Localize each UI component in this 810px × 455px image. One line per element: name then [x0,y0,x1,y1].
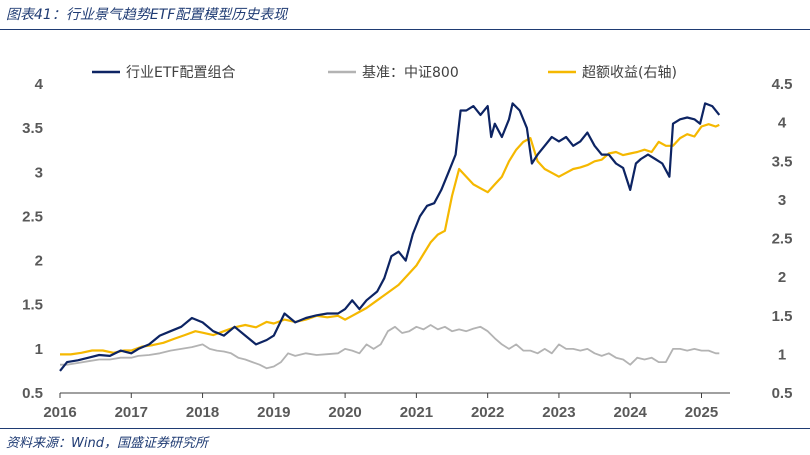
right-tick-label: 1 [778,346,786,363]
series-line-1 [60,324,720,370]
left-axis-ticks: 0.5 1 1.5 2 2.5 3 3.5 4 [22,76,44,402]
left-tick-label: 1 [35,341,43,358]
series-line-0 [59,102,721,372]
x-tick-label: 2022 [471,404,504,421]
legend: 行业ETF配置组合 基准：中证800 超额收益(右轴) [92,64,677,81]
source-note: 资料来源：Wind，国盛证券研究所 [6,436,208,451]
x-tick-label: 2023 [542,404,575,421]
left-tick-label: 3.5 [22,120,43,137]
x-tick-label: 2018 [186,404,219,421]
left-tick-label: 0.5 [22,385,43,402]
x-tick-label: 2021 [400,404,433,421]
x-tick-label: 2017 [115,404,148,421]
left-tick-label: 2 [35,253,43,270]
legend-label-2: 超额收益(右轴) [582,65,677,81]
right-axis-ticks: 0.5 1 1.5 2 2.5 3 3.5 4 4.5 [772,76,793,402]
footer-rule [0,428,810,429]
legend-label-1: 基准：中证800 [362,64,459,81]
legend-label-0: 行业ETF配置组合 [126,65,235,81]
x-tick-label: 2016 [43,404,76,421]
x-tick-label: 2020 [328,404,361,421]
series-lines [59,102,721,372]
right-tick-label: 3.5 [772,153,793,170]
x-tick-label: 2025 [685,404,718,421]
series-line-2 [60,123,720,356]
right-tick-label: 3 [778,192,786,209]
title-rule [0,29,810,30]
right-tick-label: 1.5 [772,308,793,325]
left-tick-label: 4 [35,76,44,93]
x-tick-label: 2019 [257,404,290,421]
chart-title: 图表41：行业景气趋势ETF配置模型历史表现 [6,7,288,23]
right-tick-label: 2 [778,269,786,286]
right-tick-label: 4.5 [772,76,793,93]
x-axis-ticks: 2016 2017 2018 2019 2020 2021 2022 2023 2024 2025 [43,393,718,421]
x-tick-label: 2024 [614,404,648,421]
right-tick-label: 2.5 [772,231,793,248]
right-tick-label: 0.5 [772,385,793,402]
right-tick-label: 4 [778,115,787,132]
left-tick-label: 2.5 [22,208,43,225]
left-tick-label: 3 [35,164,43,181]
left-tick-label: 1.5 [22,297,43,314]
